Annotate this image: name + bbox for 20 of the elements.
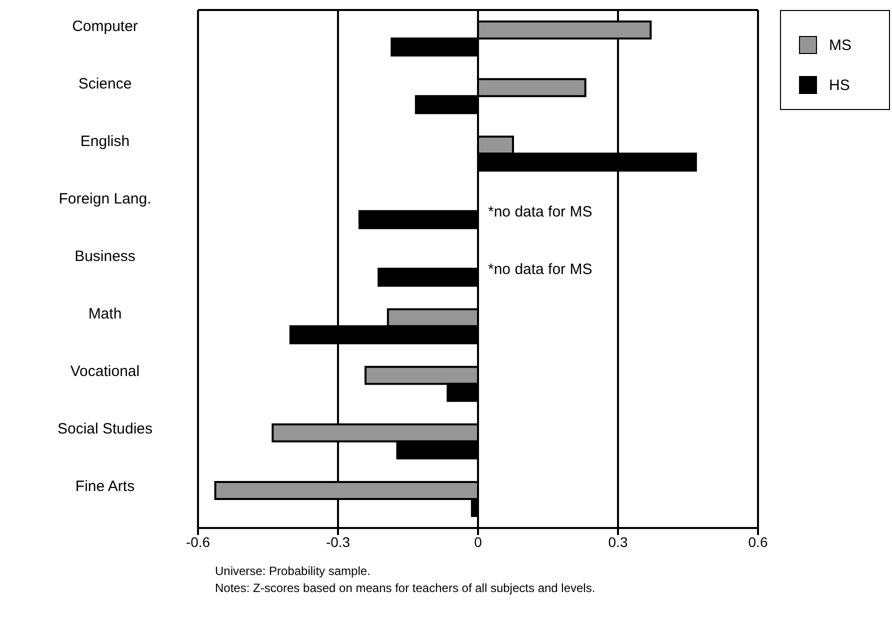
x-tick-label: 0 <box>474 534 482 550</box>
y-tick-label: Computer <box>72 18 138 35</box>
annotation: *no data for MS <box>488 261 592 278</box>
legend-label: HS <box>829 76 850 94</box>
y-tick-label: Business <box>74 248 136 265</box>
x-tick-label: -0.6 <box>186 534 210 550</box>
y-tick-label: Vocational <box>70 363 140 380</box>
text: Universe: Probability sample. <box>215 564 370 578</box>
y-tick-label: Foreign Lang. <box>58 190 152 208</box>
x-tick-label: 0.3 <box>608 534 628 550</box>
y-tick-label: Science <box>78 75 132 92</box>
text: Notes: Z-scores based on means for teachers of all subjects and levels. <box>215 581 596 595</box>
y-tick-label: Fine Arts <box>75 478 135 496</box>
y-tick-label: Social Studies <box>57 420 153 438</box>
x-tick-label: 0.6 <box>748 534 768 550</box>
legend-label: MS <box>829 36 852 54</box>
x-tick-label: -0.3 <box>326 534 350 550</box>
annotation: *no data for MS <box>488 203 592 220</box>
y-tick-label: English <box>80 132 130 150</box>
y-tick-label: Math <box>88 306 122 323</box>
